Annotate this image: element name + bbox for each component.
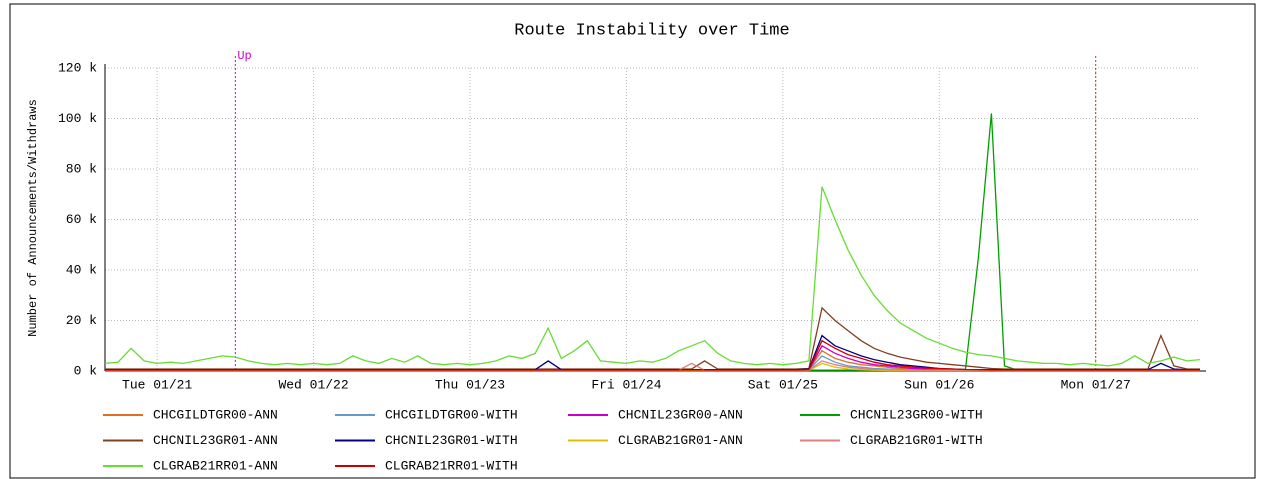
legend-label: CHCGILDTGR00-ANN xyxy=(153,407,278,422)
legend-label: CHCNIL23GR01-WITH xyxy=(385,433,518,448)
chart-title: Route Instability over Time xyxy=(514,21,789,40)
x-tick-label: Wed 01/22 xyxy=(278,377,348,392)
legend-label: CLGRAB21RR01-WITH xyxy=(385,458,518,473)
y-tick-label: 100 k xyxy=(58,111,97,126)
legend-label: CHCNIL23GR00-WITH xyxy=(850,407,983,422)
x-tick-label: Sat 01/25 xyxy=(748,377,818,392)
series-line xyxy=(105,339,1200,371)
y-tick-label: 120 k xyxy=(58,60,97,75)
x-tick-label: Mon 01/27 xyxy=(1061,377,1131,392)
y-tick-label: 0 k xyxy=(74,363,98,378)
x-tick-label: Thu 01/23 xyxy=(435,377,505,392)
legend-label: CLGRAB21RR01-ANN xyxy=(153,458,278,473)
legend-label: CLGRAB21GR01-ANN xyxy=(618,433,743,448)
y-tick-label: 40 k xyxy=(66,262,97,277)
event-label: Up xyxy=(237,49,251,63)
legend-label: CLGRAB21GR01-WITH xyxy=(850,433,983,448)
legend-label: CHCGILDTGR00-WITH xyxy=(385,407,518,422)
legend-label: CHCNIL23GR01-ANN xyxy=(153,433,278,448)
x-tick-label: Tue 01/21 xyxy=(122,377,192,392)
x-tick-label: Fri 01/24 xyxy=(591,377,661,392)
legend-label: CHCNIL23GR00-ANN xyxy=(618,407,743,422)
series-line xyxy=(105,306,1200,370)
y-axis-label: Number of Announcements/Withdraws xyxy=(26,99,40,337)
y-tick-label: 80 k xyxy=(66,161,97,176)
y-tick-label: 60 k xyxy=(66,212,97,227)
y-tick-label: 20 k xyxy=(66,313,97,328)
x-tick-label: Sun 01/26 xyxy=(904,377,974,392)
series-line xyxy=(104,186,1201,367)
frame xyxy=(9,3,1256,479)
